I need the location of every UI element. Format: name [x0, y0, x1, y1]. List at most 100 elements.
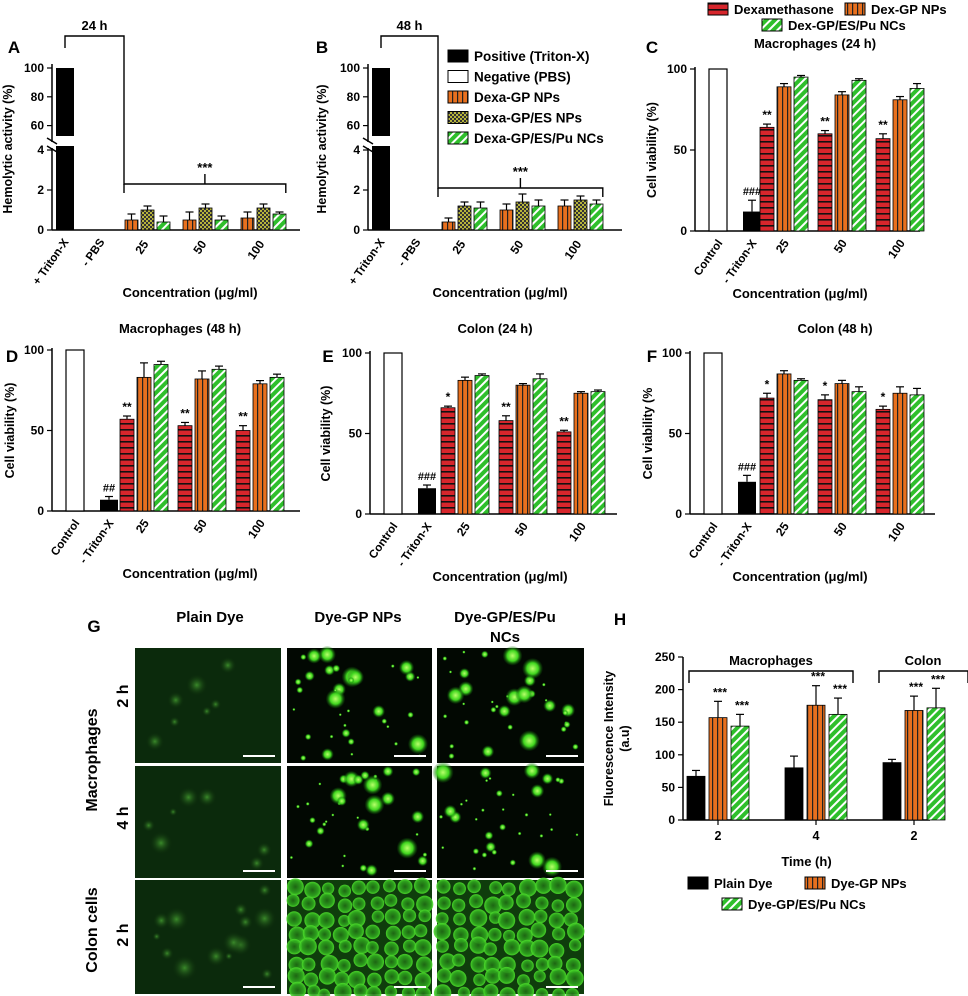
colon-cell [498, 894, 514, 911]
bar-olive [573, 199, 588, 231]
bar-orange [806, 704, 826, 821]
y-tick-label: 80 [347, 90, 361, 104]
x-tick-label: 2 [911, 829, 918, 843]
fluorescent-particle [494, 704, 499, 709]
x-tick-label: 50 [512, 519, 531, 538]
bar-red [875, 408, 891, 515]
fluorescent-particle [472, 866, 477, 871]
fluorescent-particle [324, 664, 335, 676]
x-tick-label: - Triton-X [721, 238, 760, 286]
legend-swatch [761, 18, 783, 32]
fluorescent-particle [350, 752, 354, 756]
y-tick-label: 150 [655, 715, 675, 729]
fluorescent-particle [511, 793, 515, 797]
colon-cell [502, 882, 516, 897]
fluorescent-particle [408, 734, 428, 754]
colon-cell [433, 984, 452, 996]
colon-cell [469, 894, 484, 909]
colon-cell [366, 953, 385, 971]
legend-item: Negative (PBS) [447, 70, 571, 85]
bar-olive [457, 205, 472, 231]
colon-cell [497, 911, 516, 930]
significance-mark: ### [418, 471, 436, 483]
bar-red [556, 431, 572, 515]
colon-cell [397, 970, 413, 986]
colon-cell [384, 969, 400, 984]
y-tick-label: 4 [37, 143, 44, 157]
fluorescent-particle [507, 724, 513, 731]
x-tick-label: 100 [885, 519, 908, 544]
colon-cell [347, 909, 366, 928]
bar-green [269, 376, 285, 512]
significance-mark: ** [820, 115, 830, 129]
colon-cell [385, 925, 401, 941]
significance-mark: *** [735, 698, 749, 712]
x-tick-label: 25 [132, 237, 151, 256]
legend-item: Dexa-GP/ES NPs [447, 111, 582, 126]
bar-green [272, 213, 287, 231]
significance-bracket [380, 35, 604, 197]
fluorescent-particle [518, 730, 540, 752]
bar-triton [738, 481, 756, 514]
column-title: Dye-GP NPs [314, 609, 401, 626]
colon-cell [549, 968, 567, 986]
axis-break [362, 145, 374, 153]
fluorescent-particle [485, 841, 496, 853]
bar-orange [240, 217, 255, 231]
fluorescent-particle [338, 713, 342, 717]
panel-A: A 0 2 4 60 80 100 Hemolytic activity (%) + Trito… [1, 18, 300, 300]
fluorescent-particle [541, 682, 546, 687]
colon-cell [384, 908, 401, 925]
fluorescent-particle [381, 791, 395, 806]
x-tick-label: - Triton-X [396, 521, 435, 569]
cell-spot [222, 931, 246, 954]
panel-letter: F [647, 347, 657, 366]
colon-cell [365, 924, 381, 940]
micrograph-r0-c1 [287, 646, 432, 763]
bar-green [153, 364, 169, 512]
colon-cell [470, 987, 488, 996]
y-tick-label: 50 [31, 424, 45, 438]
significance-mark: *** [909, 680, 923, 694]
legend-item: Dexa-GP/ES/Pu NCs [447, 131, 604, 146]
fluorescent-particle [363, 775, 383, 795]
bar-control [383, 352, 403, 515]
fluorescent-particle [399, 660, 415, 676]
legend-label: Dexamethasone [734, 2, 834, 17]
fluorescent-particle [296, 686, 304, 694]
colon-cell [565, 957, 581, 973]
colon-cell [453, 882, 466, 896]
bar-positive-control [56, 146, 74, 230]
bar-green [589, 203, 604, 231]
colon-cell [517, 983, 535, 996]
y-tick-label: 4 [353, 143, 360, 157]
fluorescent-particle [484, 831, 494, 840]
legend-swatch [447, 111, 469, 124]
colon-cell [535, 957, 550, 972]
cell-spot [185, 673, 208, 697]
panel-letter: C [646, 38, 658, 57]
fluorescent-particle [462, 702, 466, 706]
colon-cell [286, 911, 302, 927]
bar-orange [515, 384, 531, 515]
y-axis-label: Cell viability (% [641, 388, 655, 480]
bar-green [211, 368, 227, 512]
bar-orange [834, 94, 850, 232]
fluorescent-particle [365, 864, 378, 877]
fluorescent-particle [495, 789, 503, 797]
panel-F: F 0 50 100 Cell viability (% Colon (48 h) ### C… [641, 321, 935, 584]
fluorescent-particle [572, 743, 579, 750]
panel-H: H 0 50 100 150 200 250 Fluorescence Intensity (a… [602, 610, 968, 912]
fluorescent-particle [490, 706, 497, 713]
bar-orange [124, 219, 139, 231]
fluorescent-particle [548, 813, 552, 817]
fluorescent-particle [309, 817, 316, 824]
colon-cell [414, 939, 432, 956]
colon-cell [366, 880, 380, 894]
colon-cell [530, 922, 547, 938]
colon-cell [318, 912, 335, 929]
colon-cell [307, 984, 321, 996]
y-axis-label: (a.u) [618, 725, 632, 751]
y-tick-label: 0 [353, 223, 360, 237]
bar-olive [140, 209, 155, 231]
